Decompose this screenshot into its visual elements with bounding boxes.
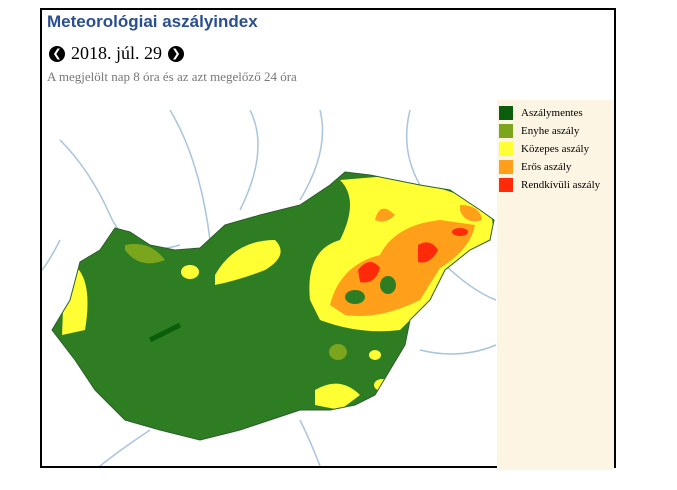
legend-swatch [499,124,513,138]
legend-label: Rendkívüli aszály [521,179,601,191]
legend-swatch [499,142,513,156]
legend-item: Aszálymentes [497,104,614,122]
legend-item: Erős aszály [497,158,614,176]
title: Meteorológiai aszályindex [47,12,258,31]
date-row: ❮ 2018. júl. 29 ❯ [49,43,185,64]
legend-label: Aszálymentes [521,107,583,119]
next-day-button[interactable]: ❯ [168,45,185,62]
legend-label: Erős aszály [521,161,572,173]
legend-swatch [499,106,513,120]
subtitle: A megjelölt nap 8 óra és az azt megelőző… [47,69,297,84]
date: 2018. júl. 29 [71,43,163,63]
legend-item: Rendkívüli aszály [497,176,614,194]
drought-layer [52,172,494,440]
legend-label: Közepes aszály [521,143,590,155]
prev-day-button[interactable]: ❮ [49,45,65,62]
legend-item: Közepes aszály [497,140,614,158]
legend-label: Enyhe aszály [521,125,580,137]
legend-item: Enyhe aszály [497,122,614,140]
widget: Meteorológiai aszályindex ❮ 2018. júl. 2… [40,8,616,470]
legend-swatch [499,178,513,192]
legend: Aszálymentes Enyhe aszály Közepes aszály Er… [497,100,614,470]
legend-swatch [499,160,513,174]
country-border [51,171,495,441]
map [42,109,497,466]
